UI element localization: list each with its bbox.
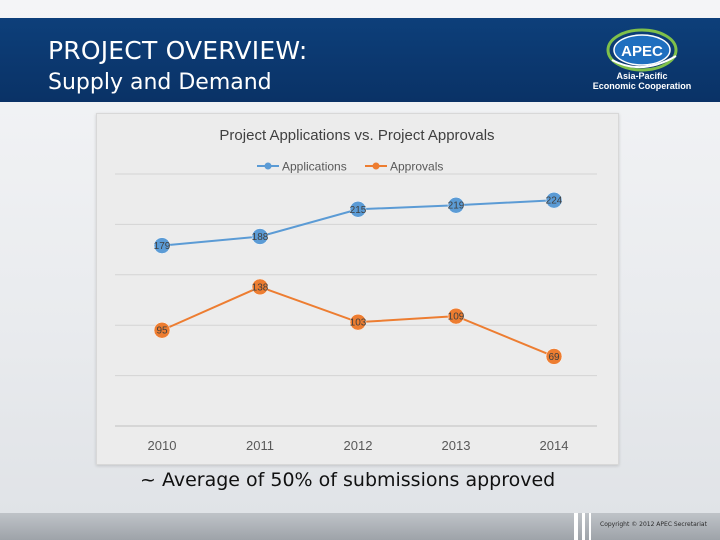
chart-series: 179 188 215 219 224 95 138 103 109 69 bbox=[153, 191, 563, 365]
header-bar bbox=[0, 18, 720, 102]
data-label: 69 bbox=[548, 352, 560, 363]
chart-panel: Project Applications vs. Project Approva… bbox=[96, 113, 619, 465]
data-label: 109 bbox=[448, 312, 465, 323]
data-point bbox=[153, 237, 171, 254]
legend-entry: Approvals bbox=[390, 160, 443, 174]
data-point bbox=[251, 278, 269, 296]
x-tick-label: 2010 bbox=[148, 438, 177, 453]
data-point bbox=[349, 201, 367, 218]
copyright-text: Copyright © 2012 APEC Secretariat bbox=[600, 521, 707, 528]
legend-entry: Applications bbox=[282, 160, 347, 174]
data-label: 215 bbox=[350, 205, 367, 216]
apec-logo: APEC Asia-Pacific Economic Cooperation bbox=[593, 28, 692, 91]
data-point bbox=[545, 348, 563, 365]
data-point bbox=[349, 313, 367, 331]
data-label: 138 bbox=[252, 282, 269, 293]
legend-marker bbox=[372, 162, 380, 170]
footer-stripes bbox=[574, 513, 591, 540]
data-label: 188 bbox=[252, 232, 269, 243]
x-tick-label: 2011 bbox=[246, 438, 274, 453]
x-tick-label: 2012 bbox=[344, 438, 373, 453]
chart-title: Project Applications vs. Project Approva… bbox=[219, 127, 494, 144]
data-point bbox=[447, 196, 465, 214]
chart-legend: Applications Approvals bbox=[257, 160, 443, 174]
x-axis-labels: 2010 2011 2012 2013 2014 bbox=[148, 438, 569, 453]
data-point bbox=[153, 321, 171, 339]
data-point bbox=[251, 228, 269, 245]
chart-caption: ~ Average of 50% of submissions approved bbox=[140, 469, 556, 491]
data-point bbox=[447, 307, 465, 325]
chart-gridlines bbox=[115, 173, 597, 427]
data-point bbox=[545, 191, 563, 209]
slide-title: PROJECT OVERVIEW: bbox=[48, 36, 308, 65]
logo-line2: Economic Cooperation bbox=[593, 81, 692, 91]
data-label: 103 bbox=[350, 318, 367, 329]
x-tick-label: 2014 bbox=[540, 438, 569, 453]
logo-line1: Asia-Pacific bbox=[616, 71, 667, 81]
data-label: 224 bbox=[546, 196, 563, 207]
logo-mark-text: APEC bbox=[621, 43, 663, 60]
data-label: 219 bbox=[448, 201, 465, 212]
footer-bar bbox=[0, 513, 720, 540]
x-tick-label: 2013 bbox=[442, 438, 471, 453]
line-chart: Project Applications vs. Project Approva… bbox=[115, 127, 597, 453]
slide-subtitle: Supply and Demand bbox=[48, 70, 272, 95]
data-label: 179 bbox=[154, 241, 171, 252]
legend-marker bbox=[264, 162, 272, 170]
data-label: 95 bbox=[156, 326, 168, 337]
